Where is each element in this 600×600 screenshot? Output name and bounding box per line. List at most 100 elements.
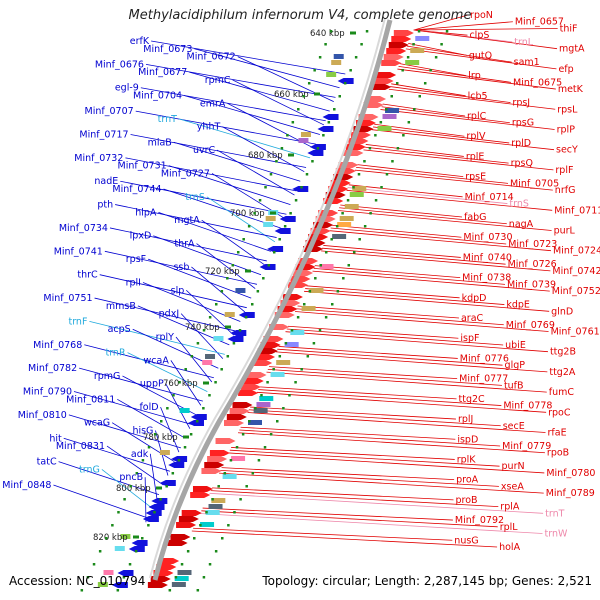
gene-label[interactable]: Minf_0742 <box>552 266 600 277</box>
gene-label[interactable]: purN <box>502 461 525 472</box>
gene-label[interactable]: Minf_0705 <box>510 178 559 189</box>
gene-label[interactable]: Minf_0711 <box>554 205 600 216</box>
gene-label[interactable]: Minf_0738 <box>462 273 511 284</box>
gene-label[interactable]: rplY <box>156 332 175 343</box>
gene-label[interactable]: Minf_0723 <box>508 239 557 250</box>
gene-label[interactable]: rfaE <box>548 428 567 439</box>
gene-label[interactable]: Minf_0707 <box>85 106 134 117</box>
gene-label[interactable]: Minf_0778 <box>503 401 552 412</box>
rna-label[interactable]: trnS <box>185 192 205 203</box>
gene-label[interactable]: tatC <box>37 457 57 468</box>
gene-label[interactable]: kdpD <box>462 293 487 304</box>
gene-label[interactable]: rplD <box>511 138 531 149</box>
gene-label[interactable]: nadE <box>94 176 118 187</box>
gene-label[interactable]: Minf_0726 <box>508 259 557 270</box>
gene-label[interactable]: Minf_0811 <box>66 394 115 405</box>
gene-label[interactable]: lcb5 <box>468 91 488 102</box>
gene-label[interactable]: pdxJ <box>159 309 179 320</box>
gene-label[interactable]: thiF <box>560 23 578 34</box>
gene-label[interactable]: rpoN <box>470 10 493 21</box>
gene-label[interactable]: nrfG <box>555 185 576 196</box>
gene-label[interactable]: rpsL <box>557 104 578 115</box>
gene-label[interactable]: ttg2C <box>459 394 486 405</box>
gene-label[interactable]: rpsJ <box>512 98 530 109</box>
gene-label[interactable]: Minf_0792 <box>455 515 504 526</box>
gene-label[interactable]: Minf_0779 <box>502 441 551 452</box>
gene-label[interactable]: kdpE <box>506 300 530 311</box>
gene-label[interactable]: metK <box>558 84 584 95</box>
gene-label[interactable]: Minf_0831 <box>56 441 105 452</box>
gene-label[interactable]: Minf_0704 <box>133 91 182 102</box>
gene-label[interactable]: miaB <box>148 137 172 148</box>
gene-label[interactable]: Minf_0675 <box>513 77 562 88</box>
gene-label[interactable]: lrp <box>468 71 481 82</box>
gene-label[interactable]: emrA <box>200 98 226 109</box>
gene-label[interactable]: rplK <box>457 454 477 465</box>
gene-label[interactable]: efp <box>558 64 573 75</box>
gene-label[interactable]: Minf_0780 <box>546 468 595 479</box>
gene-label[interactable]: uppP <box>140 379 164 390</box>
gene-label[interactable]: Minf_0776 <box>460 353 509 364</box>
gene-label[interactable]: mmsB <box>106 301 136 312</box>
gene-label[interactable]: Minf_0810 <box>18 410 67 421</box>
gene-label[interactable]: ispF <box>460 333 479 344</box>
gene-label[interactable]: Minf_0777 <box>459 374 508 385</box>
gene-label[interactable]: mgtA <box>174 215 200 226</box>
gene-label[interactable]: Minf_0761 <box>551 327 600 338</box>
gene-label[interactable]: wcaA <box>144 355 170 366</box>
gene-label[interactable]: rpsF <box>126 254 146 265</box>
gene-label[interactable]: Minf_0782 <box>28 363 77 374</box>
gene-label[interactable]: Minf_0744 <box>112 184 161 195</box>
gene-label[interactable]: Minf_0673 <box>143 44 192 55</box>
gene-label[interactable]: fumC <box>549 387 575 398</box>
gene-label[interactable]: Minf_0769 <box>506 320 555 331</box>
gene-label[interactable]: egl-9 <box>115 83 139 94</box>
gene-label[interactable]: Minf_0740 <box>463 252 512 263</box>
gene-label[interactable]: mgtA <box>559 44 585 55</box>
gene-label[interactable]: Minf_0724 <box>553 246 600 257</box>
gene-label[interactable]: Minf_0751 <box>43 293 92 304</box>
gene-label[interactable]: Minf_0752 <box>552 286 600 297</box>
gene-label[interactable]: Minf_0717 <box>79 129 128 140</box>
rna-label[interactable]: trnR <box>105 348 125 359</box>
gene-label[interactable]: holA <box>499 542 520 553</box>
gene-label[interactable]: nagA <box>509 219 534 230</box>
gene-label[interactable]: secE <box>503 421 525 432</box>
gene-label[interactable]: hit <box>49 433 62 444</box>
gene-label[interactable]: slp <box>171 285 185 296</box>
gene-label[interactable]: rplE <box>466 151 485 162</box>
gene-label[interactable]: gutQ <box>469 50 492 61</box>
gene-label[interactable]: xseA <box>501 481 524 492</box>
gene-label[interactable]: ispD <box>457 434 478 445</box>
gene-label[interactable]: proB <box>456 495 478 506</box>
gene-label[interactable]: Minf_0739 <box>507 279 556 290</box>
gene-label[interactable]: rplJ <box>458 414 473 425</box>
gene-label[interactable]: Minf_0676 <box>95 59 144 70</box>
gene-label[interactable]: glgP <box>505 360 526 371</box>
gene-label[interactable]: araC <box>461 313 484 324</box>
gene-label[interactable]: Minf_0677 <box>138 67 187 78</box>
gene-label[interactable]: thrC <box>77 270 98 281</box>
gene-label[interactable]: Minf_0734 <box>59 223 108 234</box>
gene-label[interactable]: ttg2B <box>550 347 576 358</box>
rna-label[interactable]: trnT <box>545 508 564 519</box>
gene-label[interactable]: Minf_0768 <box>33 340 82 351</box>
gene-label[interactable]: pncB <box>119 472 143 483</box>
gene-label[interactable]: adk <box>131 449 149 460</box>
gene-label[interactable]: glnD <box>551 306 573 317</box>
gene-label[interactable]: Minf_0848 <box>2 480 51 491</box>
gene-label[interactable]: rpoB <box>547 448 569 459</box>
gene-label[interactable]: rpmC <box>205 75 231 86</box>
gene-label[interactable]: ubiE <box>505 340 526 351</box>
gene-label[interactable]: rpoC <box>548 407 571 418</box>
gene-label[interactable]: Minf_0790 <box>23 387 72 398</box>
gene-label[interactable]: rpsG <box>512 118 534 129</box>
gene-label[interactable]: hisG <box>132 425 153 436</box>
gene-label[interactable]: rplA <box>500 502 520 513</box>
gene-label[interactable]: clpS <box>469 30 489 41</box>
gene-label[interactable]: wcaG <box>84 418 110 429</box>
gene-label[interactable]: folD <box>139 402 158 413</box>
gene-label[interactable]: sam1 <box>514 57 540 68</box>
gene-label[interactable]: ssb <box>173 262 189 273</box>
gene-label[interactable]: pth <box>97 200 113 211</box>
